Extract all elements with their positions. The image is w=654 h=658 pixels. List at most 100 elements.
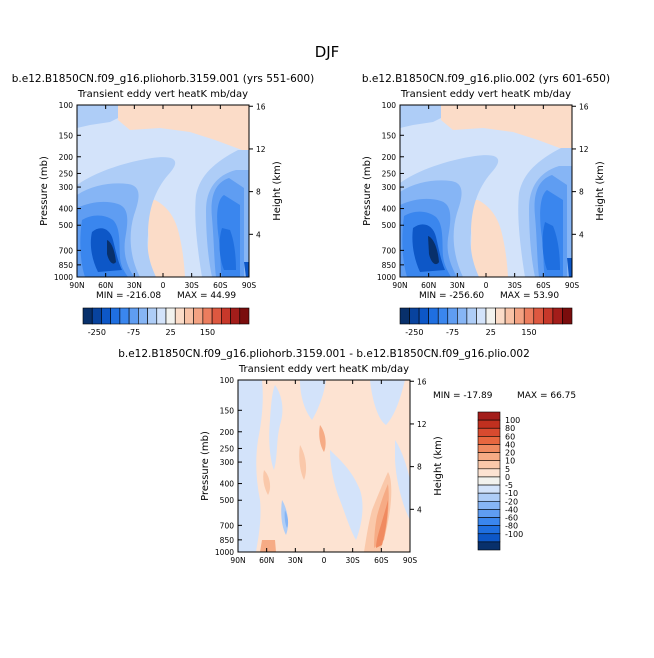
diff-y-tick-label: 250 [220,444,235,453]
left-colorbar-swatch [230,307,241,325]
left-y-tick-label: 850 [59,261,74,270]
left-x-tick-label: 90S [242,281,257,290]
right-x-tick-label: 30N [450,281,465,290]
diff-y-tick-label: 200 [220,428,235,437]
right-colorbar-swatch [485,307,496,325]
left-y-tick-label: 400 [59,205,74,214]
right-y-tick-label: 300 [382,183,397,192]
right-colorbar-swatch [437,307,449,325]
left-y-tick-label: 200 [59,153,74,162]
left-colorbar-swatch [239,307,250,325]
left-colorbar-swatch [138,307,148,325]
diff-colorbar-label: 60 [505,432,515,441]
right-colorbar-swatch [504,307,515,325]
right-y-axis-title: Pressure (mb) [362,156,373,226]
right-colorbar-label: -75 [446,328,459,337]
diff-colorbar-swatch [477,444,501,453]
left-colorbar-swatch [193,307,204,325]
diff-colorbar-label: -10 [505,489,518,498]
left-x-tick-label: 90N [69,281,84,290]
left-colorbar-swatch [202,307,213,325]
right-y-tick-label: 200 [382,153,397,162]
diff-colorbar-swatch [477,427,501,437]
diff-colorbar-swatch [477,460,501,470]
diff-colorbar-swatch [477,509,501,518]
right-colorbar-label: -250 [405,328,423,337]
diff-y-tick-label: 100 [220,376,235,385]
right-axis-ticks: 90N 60N 30N 0 30S 60S 90S 100 150 200 250 300 400 500… [377,101,589,290]
left-y-axis-title: Pressure (mb) [39,156,50,226]
right-min-label: MIN = -256.60 [419,291,484,301]
left-colorbar-swatch [119,307,130,325]
left-colorbar-swatch [221,307,231,325]
diff-colorbar-swatch [477,468,501,478]
right-x-tick-label: 0 [484,281,489,290]
diff-x-tick-label: 60S [374,556,389,565]
right-x-tick-label: 30S [508,281,523,290]
right-y2-axis-title: Height (km) [595,161,606,221]
diff-colorbar-swatch [477,533,501,543]
right-max-label: MAX = 53.90 [500,291,559,301]
diff-y-tick-label: 300 [220,458,235,467]
left-panel: b.e12.B1850CN.f09_g16.pliohorb.3159.001 … [12,73,314,337]
left-x-tick-label: 30S [185,281,200,290]
diff-y2-axis-title: Height (km) [433,436,444,496]
right-y2-tick-label: 12 [579,145,589,154]
left-colorbar: -250 -75 25 150 [82,307,250,337]
right-colorbar-swatch [428,307,439,325]
right-x-tick-label: 90S [565,281,580,290]
right-colorbar-swatch [543,307,554,325]
left-colorbar-label: -250 [88,328,106,337]
right-y-tick-label: 150 [382,131,397,140]
left-y2-tick-label: 12 [256,145,266,154]
right-y2-tick-label: 4 [579,230,584,239]
left-y-tick-label: 1000 [54,273,73,282]
right-x-tick-label: 60N [421,281,436,290]
diff-axis-ticks: 90N 60N 30N 0 30S 60S 90S 100 150 200 250 300 400 500… [215,376,427,565]
left-y-tick-label: 700 [59,246,74,255]
left-y2-axis-title: Height (km) [272,161,283,221]
diff-contour-field [238,380,410,552]
diff-y2-tick-label: 16 [417,377,427,386]
diff-y-tick-label: 1000 [215,548,234,557]
diff-x-tick-label: 0 [322,556,327,565]
diff-x-tick-label: 30N [288,556,303,565]
diff-x-tick-label: 90N [230,556,245,565]
left-colorbar-swatch [101,307,111,325]
left-colorbar-swatch [82,307,93,325]
right-colorbar-swatch [476,307,487,325]
diff-colorbar-label: -40 [505,505,518,514]
left-panel-title: b.e12.B1850CN.f09_g16.pliohorb.3159.001 … [12,73,314,85]
left-colorbar-swatch [174,307,185,325]
diff-colorbar-label: 20 [505,449,515,458]
right-colorbar-swatch [399,307,410,325]
diff-y2-tick-label: 12 [417,420,427,429]
right-colorbar-swatch [447,307,458,325]
left-y-tick-label: 300 [59,183,74,192]
diff-colorbar-swatch [477,452,501,462]
left-contour-field [77,105,249,277]
diff-colorbar-swatch [477,419,501,429]
diff-max-label: MAX = 66.75 [517,391,576,401]
right-colorbar-swatch [409,307,420,325]
right-colorbar-swatch [466,307,477,325]
diff-colorbar-label: -5 [505,481,513,490]
left-colorbar-swatch [91,307,102,325]
left-max-label: MAX = 44.99 [177,291,236,301]
diff-y2-tick-label: 8 [417,463,422,472]
diff-y-tick-label: 400 [220,480,235,489]
right-y-tick-label: 700 [382,246,397,255]
left-panel-subtitle: Transient eddy vert heatK mb/day [77,89,248,100]
left-x-tick-label: 0 [161,281,166,290]
right-y2-tick-label: 8 [579,188,584,197]
right-colorbar-swatch [495,307,506,325]
diff-y2-tick-label: 4 [417,505,422,514]
left-colorbar-label: 25 [166,328,176,337]
diff-panel-title: b.e12.B1850CN.f09_g16.pliohorb.3159.001 … [118,348,530,360]
left-colorbar-label: -75 [127,328,140,337]
right-y-tick-label: 250 [382,169,397,178]
left-colorbar-swatch [211,307,222,325]
diff-colorbar-swatch [477,436,501,445]
right-y-tick-label: 500 [382,221,397,230]
